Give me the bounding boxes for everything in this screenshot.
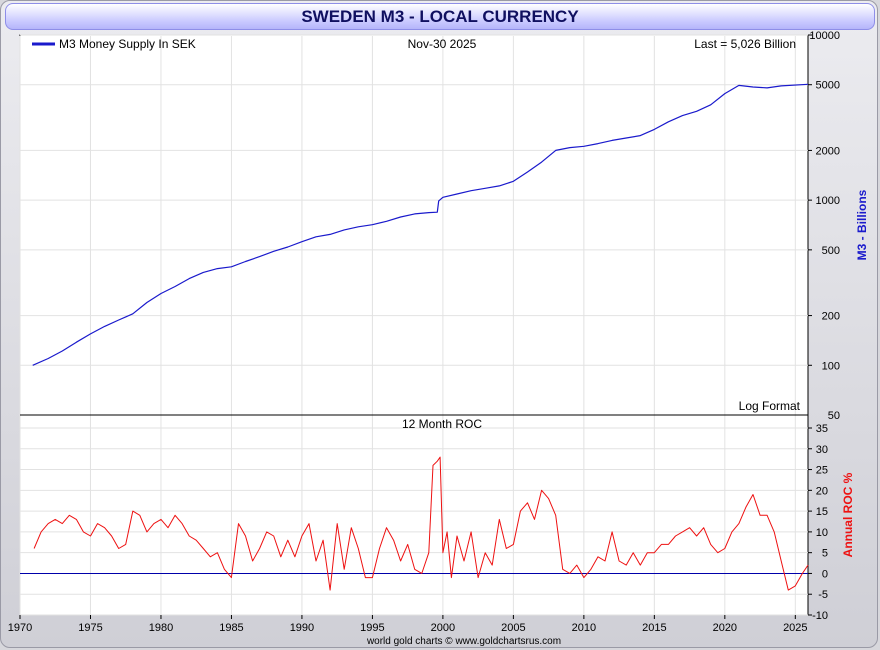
roc-y-tick-label: -5 bbox=[818, 589, 828, 601]
main-y-tick-label: 500 bbox=[822, 245, 840, 257]
roc-y-axis-title: Annual ROC % bbox=[841, 472, 855, 557]
main-y-tick-label: 200 bbox=[822, 311, 840, 323]
roc-title: 12 Month ROC bbox=[402, 417, 482, 431]
chart-title: SWEDEN M3 - LOCAL CURRENCY bbox=[5, 3, 875, 30]
x-tick-label: 2000 bbox=[431, 622, 455, 634]
roc-series-line bbox=[33, 456, 809, 591]
roc-y-tick-label: 10 bbox=[816, 527, 828, 539]
x-tick-label: 1990 bbox=[290, 622, 314, 634]
roc-y-tick-label: 35 bbox=[816, 423, 828, 435]
axes: 1970 1975 1980 1985 1990 1995 2000 2005 2010 2015… bbox=[8, 30, 840, 634]
roc-y-tick-label: -10 bbox=[812, 610, 828, 622]
roc-y-tick-label: 0 bbox=[822, 568, 828, 580]
main-y-axis-title: M3 - Billions bbox=[855, 189, 869, 260]
plot-area bbox=[19, 34, 809, 616]
roc-y-tick-label: 15 bbox=[816, 506, 828, 518]
main-y-tick-label: 1000 bbox=[816, 195, 840, 207]
main-y-bottom-label: 50 bbox=[828, 410, 840, 422]
roc-y-tick-label: 30 bbox=[816, 444, 828, 456]
m3-series-line bbox=[32, 83, 809, 366]
x-tick-label: 1985 bbox=[219, 622, 243, 634]
main-y-tick-label: 2000 bbox=[816, 145, 840, 157]
x-tick-label: 1975 bbox=[78, 622, 102, 634]
footer-credit: world gold charts © www.goldchartsrus.co… bbox=[366, 636, 561, 647]
main-y-tick-label: 10000 bbox=[809, 30, 840, 42]
roc-y-tick-label: 20 bbox=[816, 485, 828, 497]
log-format-label: Log Format bbox=[739, 399, 801, 413]
date-label: Nov-30 2025 bbox=[408, 37, 477, 51]
grid bbox=[19, 34, 808, 616]
x-tick-label: 1980 bbox=[149, 622, 173, 634]
x-tick-label: 2005 bbox=[501, 622, 525, 634]
roc-y-tick-label: 5 bbox=[822, 548, 828, 560]
x-tick-label: 1995 bbox=[360, 622, 384, 634]
series bbox=[20, 83, 809, 591]
roc-y-tick-label: 25 bbox=[816, 465, 828, 477]
legend-label: M3 Money Supply In SEK bbox=[59, 37, 196, 51]
main-y-tick-label: 100 bbox=[822, 360, 840, 372]
x-tick-label: 2015 bbox=[642, 622, 666, 634]
x-tick-label: 2010 bbox=[572, 622, 596, 634]
x-tick-label: 2025 bbox=[783, 622, 807, 634]
main-y-tick-label: 5000 bbox=[816, 80, 840, 92]
last-value-label: Last = 5,026 Billion bbox=[694, 37, 796, 51]
x-tick-label: 2020 bbox=[713, 622, 737, 634]
x-tick-label: 1970 bbox=[8, 622, 32, 634]
